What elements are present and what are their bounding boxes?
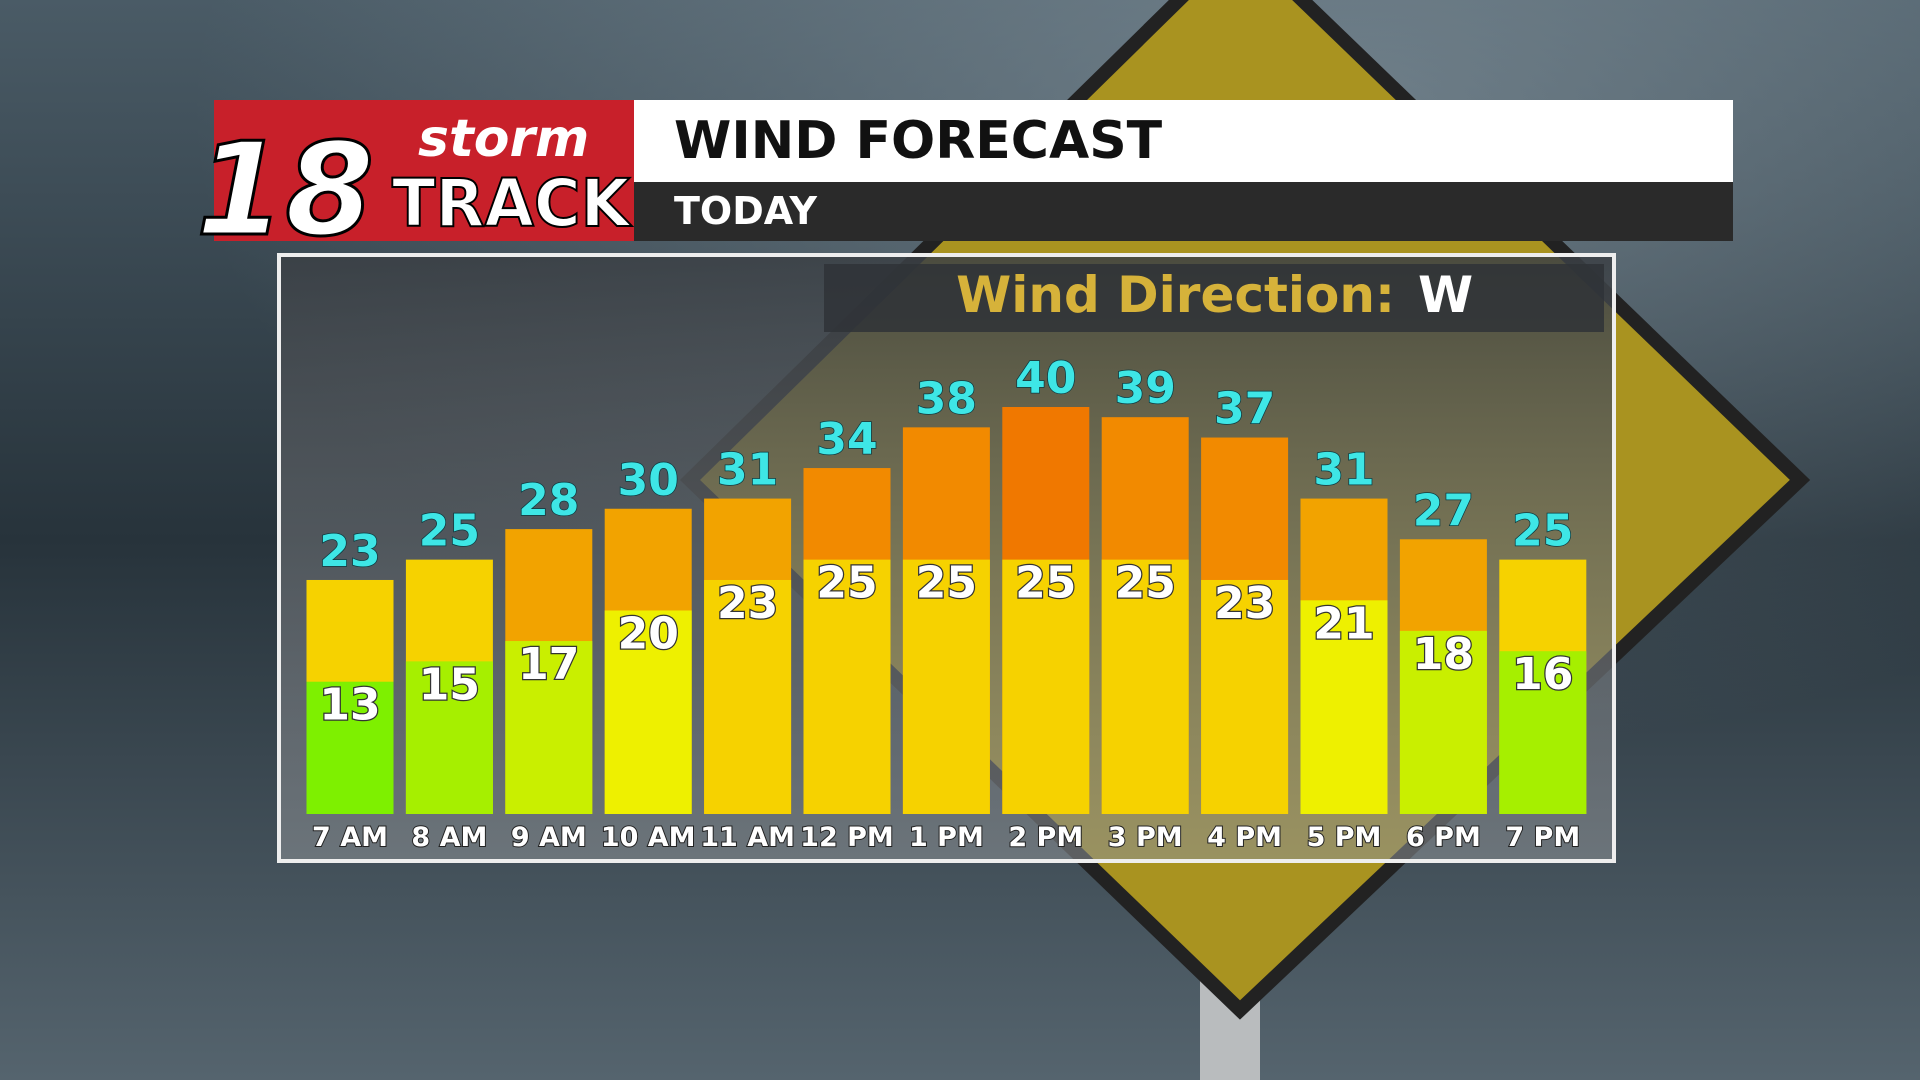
x-tick-label: 8 AM	[411, 822, 487, 853]
data-label: 25	[816, 558, 877, 609]
data-label: 27	[1413, 485, 1474, 536]
data-label: 25	[1115, 558, 1176, 609]
x-tick-label: 12 PM	[800, 822, 894, 853]
bar	[1002, 559, 1090, 814]
data-label: 21	[1313, 598, 1374, 649]
data-label: 34	[816, 414, 877, 465]
data-label: 18	[1413, 629, 1474, 680]
data-label: 25	[1015, 558, 1076, 609]
data-label: 23	[319, 526, 380, 577]
x-tick-label: 2 PM	[1008, 822, 1083, 853]
data-label: 25	[1512, 506, 1573, 557]
data-label: 20	[618, 609, 679, 660]
x-tick-label: 11 AM	[700, 822, 795, 853]
data-label: 40	[1015, 353, 1076, 404]
x-tick-label: 10 AM	[601, 822, 696, 853]
x-tick-label: 1 PM	[909, 822, 984, 853]
data-label: 13	[319, 680, 380, 731]
logo-word-bottom: TRACK	[392, 165, 633, 242]
x-tick-label: 5 PM	[1307, 822, 1382, 853]
data-label: 23	[717, 578, 778, 629]
data-label: 31	[1313, 445, 1374, 496]
bar	[306, 681, 394, 814]
logo-box	[214, 100, 634, 241]
bar	[1101, 559, 1189, 814]
annotation-value: W	[1418, 266, 1473, 324]
data-label: 39	[1115, 363, 1176, 414]
x-tick-label: 7 PM	[1505, 822, 1580, 853]
x-tick-label: 4 PM	[1207, 822, 1282, 853]
bar	[1399, 630, 1487, 814]
data-label: 30	[618, 455, 679, 506]
x-tick-label: 3 PM	[1108, 822, 1183, 853]
bar	[604, 610, 692, 814]
x-tick-label: 6 PM	[1406, 822, 1481, 853]
logo-number: 18	[196, 116, 374, 265]
bar	[803, 559, 891, 814]
subtitle-bar	[634, 182, 1733, 241]
annotation-box	[824, 264, 1604, 332]
title: WIND FORECAST	[674, 111, 1163, 171]
data-label: 28	[518, 475, 579, 526]
data-label: 25	[419, 506, 480, 557]
data-label: 38	[916, 373, 977, 424]
annotation-label: Wind Direction:	[956, 266, 1395, 324]
bar	[704, 579, 792, 814]
data-label: 17	[518, 639, 579, 690]
bar	[405, 661, 493, 814]
x-tick-label: 9 AM	[511, 822, 587, 853]
bar	[505, 641, 593, 814]
data-label: 31	[717, 445, 778, 496]
plot: 23 13 7 AM 25 15 8 AM 28 17 9 AM 30 20 10 AM 31 23 11 …	[306, 352, 1587, 854]
bar	[902, 559, 990, 814]
data-label: 23	[1214, 578, 1275, 629]
title-bar	[634, 100, 1733, 182]
logo-word-top: storm	[418, 109, 589, 169]
data-label: 37	[1214, 384, 1275, 435]
subtitle: TODAY	[674, 189, 818, 233]
bar	[1300, 600, 1388, 814]
data-label: 16	[1512, 649, 1573, 700]
x-tick-label: 7 AM	[312, 822, 388, 853]
bar	[1201, 579, 1289, 814]
data-label: 25	[916, 558, 977, 609]
data-label: 15	[419, 659, 480, 710]
bar	[1499, 651, 1587, 814]
